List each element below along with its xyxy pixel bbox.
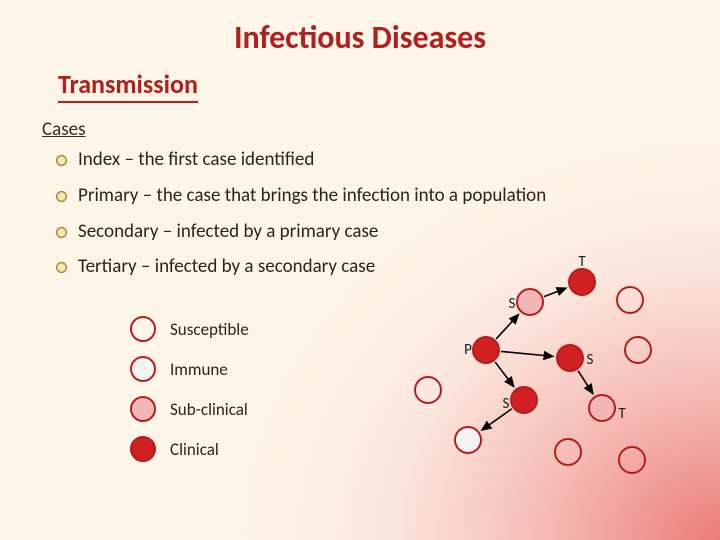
arrows-layer [0,0,720,540]
transmission-diagram: PSSSTT [0,0,720,540]
diagram-edge [482,409,512,430]
diagram-node [414,376,442,404]
diagram-node [510,386,538,414]
diagram-node [454,426,482,454]
diagram-node [516,288,544,316]
diagram-node [568,268,596,296]
diagram-node [616,286,644,314]
diagram-node [554,438,582,466]
diagram-edge [501,351,553,356]
diagram-edge [544,288,566,297]
diagram-edge [496,315,518,339]
diagram-node [618,446,646,474]
diagram-node [588,394,616,422]
diagram-node [556,344,584,372]
diagram-node [472,336,500,364]
diagram-node [624,336,652,364]
diagram-edge [495,362,514,387]
diagram-edge [578,371,593,394]
